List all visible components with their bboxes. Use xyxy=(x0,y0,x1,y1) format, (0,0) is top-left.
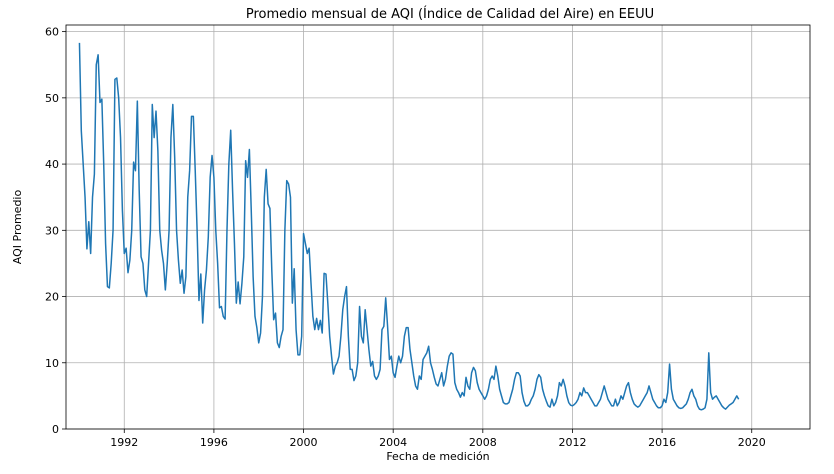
y-tick-label: 20 xyxy=(45,291,59,304)
x-tick-label: 2016 xyxy=(648,436,676,449)
x-tick-label: 2004 xyxy=(379,436,407,449)
x-tick-label: 1996 xyxy=(200,436,228,449)
chart-title: Promedio mensual de AQI (Índice de Calid… xyxy=(246,6,654,22)
y-tick-label: 50 xyxy=(45,92,59,105)
x-axis: 1992 1996 2000 2004 2008 2012 2016 2020 xyxy=(110,429,766,449)
y-tick-label: 40 xyxy=(45,158,59,171)
x-tick-label: 2000 xyxy=(290,436,318,449)
x-tick-label: 2020 xyxy=(738,436,766,449)
y-tick-label: 60 xyxy=(45,26,59,39)
plot-frame xyxy=(65,24,811,430)
y-tick-label: 10 xyxy=(45,357,59,370)
y-tick-label: 0 xyxy=(52,423,59,436)
x-tick-label: 2012 xyxy=(558,436,586,449)
x-axis-label: Fecha de medición xyxy=(386,450,489,463)
y-tick-label: 30 xyxy=(45,224,59,237)
x-tick-label: 1992 xyxy=(110,436,138,449)
y-axis-label: AQI Promedio xyxy=(11,190,24,265)
gridlines xyxy=(66,25,810,430)
series-line-aqi xyxy=(78,42,740,411)
x-tick-label: 2008 xyxy=(469,436,497,449)
y-axis: 0 10 20 30 40 50 60 xyxy=(45,26,66,436)
